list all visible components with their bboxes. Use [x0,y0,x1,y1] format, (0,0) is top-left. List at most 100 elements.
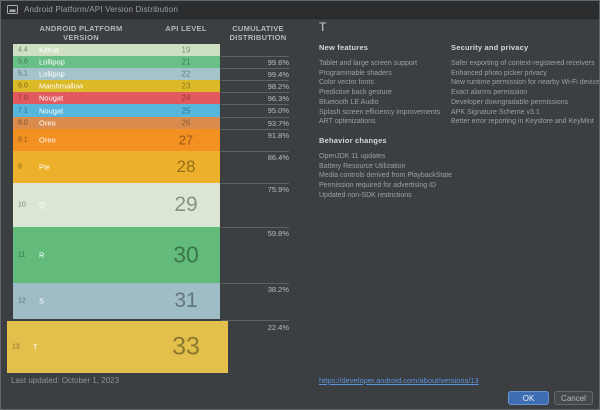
api-level-value: 28 [176,157,196,176]
cumulative-percentage: 93.7% [267,119,289,128]
section-heading: Behavior changes [319,135,387,145]
version-number: 5.0 [18,58,28,66]
version-row-lollipop[interactable]: 5.0 Lollipop 21 [13,56,220,68]
dialog-icon [7,5,18,14]
cumulative-percentage: 86.4% [267,153,289,162]
api-level-value: 22 [181,69,191,79]
section-item: Programmable shaders [319,69,392,77]
cumulative-percentage: 75.9% [267,185,289,194]
codename-label: R [39,250,45,260]
ok-button[interactable]: OK [508,391,549,405]
codename-label: Oreo [39,118,56,128]
cumulative-tick-line [221,92,289,93]
cumulative-percentage: 91.8% [267,131,289,140]
cumulative-tick-line [221,320,289,321]
cumulative-tick-line [221,104,289,105]
section-item: Bluetooth LE Audio [319,98,379,106]
section-item-list: OpenJDK 11 updates Battery Resource Utili… [319,152,453,201]
section-item: Exact alarms permission [451,89,528,97]
section-item: Battery Resource Utilization [319,162,406,170]
cumulative-tick-line [221,68,289,69]
version-row-kitkat[interactable]: 4.4 KitKat 19 [13,44,220,56]
cancel-button[interactable]: Cancel [554,391,593,405]
codename-label: KitKat [39,45,60,55]
cumulative-percentage: 59.8% [267,229,289,238]
version-number: 8.0 [18,119,28,127]
cumulative-tick-line [221,227,289,228]
version-row-t[interactable]: 13 T 33 [7,321,228,373]
section-new-features: New features Tablet and large screen supp… [319,43,451,127]
codename-label: Pie [39,162,50,172]
section-item: Developer downgradable permissions [451,98,569,106]
version-row-oreo[interactable]: 8.0 Oreo 26 [13,117,220,129]
section-item-list: Tablet and large screen support Programma… [319,59,451,127]
cumulative-percentage: 99.6% [267,58,289,67]
selected-version-title: T [319,20,327,34]
codename-label: T [33,342,38,352]
last-updated-label: Last updated: October 1, 2023 [11,376,120,385]
details-column-right: Security and privacy Safer exporting of c… [451,43,599,136]
section-item: Permission required for advertising ID [319,182,437,190]
api-level-value: 27 [178,132,194,148]
cumulative-percentage: 38.2% [267,285,289,294]
title-bar: Android Platform/API Version Distributio… [1,1,599,19]
section-item: Enhanced photo picker privacy [451,69,547,77]
api-level-value: 21 [181,57,191,67]
codename-label: Oreo [39,135,56,145]
version-number: 13 [12,343,20,351]
section-item: Media controls derived from PlaybackStat… [319,172,453,180]
developer-docs-link[interactable]: https://developer.android.com/about/vers… [319,376,479,385]
section-heading: New features [319,43,369,52]
cumulative-percentage: 22.4% [267,323,289,332]
cumulative-percentage: 96.3% [267,94,289,103]
cumulative-tick-line [221,183,289,184]
cumulative-tick-line [221,56,289,57]
version-row-s[interactable]: 12 S 31 [13,283,220,319]
api-level-value: 31 [174,289,198,312]
api-level-value: 25 [181,106,191,115]
codename-label: Nougat [39,93,64,103]
api-level-value: 24 [181,93,191,103]
version-row-q[interactable]: 10 Q 29 [13,183,220,227]
section-item-list: Safer exporting of context-registered re… [451,59,599,127]
window-title: Android Platform/API Version Distributio… [24,5,179,14]
version-number: 6.0 [18,82,28,90]
version-row-r[interactable]: 11 R 30 [13,227,220,283]
codename-label: Marshmallow [39,81,84,91]
version-number: 12 [18,297,26,305]
version-row-lollipop[interactable]: 5.1 Lollipop 22 [13,68,220,80]
version-number: 10 [18,201,26,209]
api-level-value: 29 [174,193,198,216]
version-number: 4.4 [18,46,28,54]
api-level-value: 26 [181,118,191,128]
section-item: Safer exporting of context-registered re… [451,60,595,67]
section-item: Predictive back gesture [319,89,392,97]
column-header-android-platform-version: ANDROID PLATFORM VERSION [39,24,123,42]
version-number: 7.0 [18,94,28,102]
cumulative-tick-line [221,117,289,118]
cumulative-tick-line [221,129,289,130]
version-row-marshmallow[interactable]: 6.0 Marshmallow 23 [13,80,220,92]
version-number: 5.1 [18,70,28,78]
section-item: Better error reporting in Keystore and K… [451,118,594,126]
section-heading: Security and privacy [451,43,529,52]
version-row-pie[interactable]: 9 Pie 28 [13,151,220,183]
version-row-oreo[interactable]: 8.1 Oreo 27 [13,129,220,151]
codename-label: Lollipop [39,57,65,67]
version-number: 7.1 [18,107,28,114]
version-row-nougat[interactable]: 7.0 Nougat 24 [13,92,220,104]
section-item: Tablet and large screen support [319,60,418,67]
section-security-and-privacy: Security and privacy Safer exporting of c… [451,43,599,127]
codename-label: S [39,296,45,306]
cumulative-percentage: 95.0% [267,106,289,115]
cumulative-tick-line [221,80,289,81]
section-item: New runtime permission for nearby Wi-Fi … [451,79,600,87]
version-row-nougat[interactable]: 7.1 Nougat 25 [13,104,220,117]
section-item: ART optimizations [319,118,376,126]
codename-label: Lollipop [39,69,65,79]
version-number: 11 [18,251,26,259]
section-behavior-changes: Behavior changes OpenJDK 11 updates Batter… [319,135,453,201]
api-level-value: 23 [181,81,191,91]
version-number: 9 [18,163,22,171]
